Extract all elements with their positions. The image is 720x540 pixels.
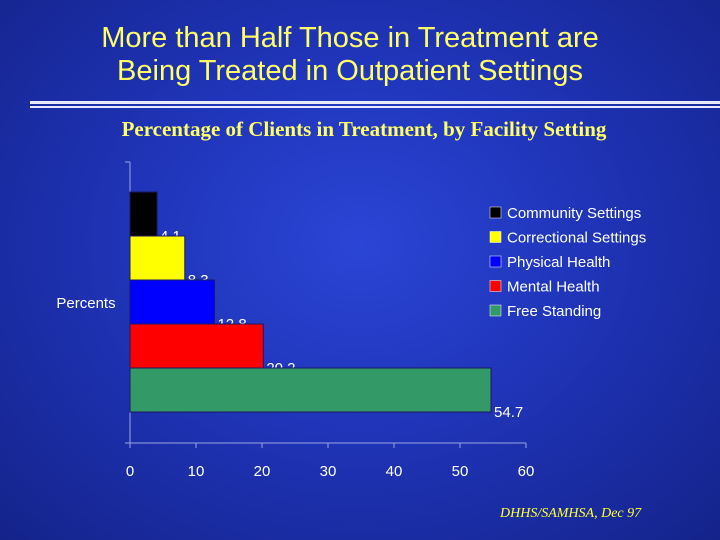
title-divider-bottom (30, 106, 720, 108)
y-axis-label: Percents (56, 295, 115, 312)
bar-correctional-settings (129, 235, 186, 281)
x-tick-label-2: 20 (254, 463, 271, 480)
legend-label-1: Correctional Settings (507, 230, 646, 247)
legend-label-3: Mental Health (507, 279, 600, 296)
chart-title: Percentage of Clients in Treatment, by F… (121, 117, 607, 141)
legend-swatch-2 (489, 255, 502, 268)
slide-title: More than Half Those in Treatment are Be… (0, 22, 700, 88)
x-tick-label-3: 30 (320, 463, 337, 480)
bar-community-settings (129, 191, 158, 237)
legend-swatch-3 (489, 280, 502, 292)
legend-label-2: Physical Health (507, 254, 610, 271)
legend-label-0: Community Settings (507, 205, 641, 222)
x-tick-label-0: 0 (126, 463, 134, 480)
title-line-1: More than Half Those in Treatment are (101, 22, 599, 54)
title-divider-top (30, 101, 720, 104)
bar-free-standing (129, 367, 492, 413)
title-line-2: Being Treated in Outpatient Settings (117, 55, 583, 87)
data-label-4: 54.7 (494, 404, 523, 421)
legend-label-4: Free Standing (507, 303, 601, 320)
x-tick-label-6: 60 (518, 463, 535, 480)
bar-physical-health (129, 279, 215, 325)
bar-mental-health (129, 323, 264, 369)
x-tick-label-1: 10 (188, 463, 205, 480)
legend-swatch-1 (489, 231, 502, 243)
legend-swatch-4 (489, 304, 502, 317)
x-tick-label-4: 40 (386, 463, 403, 480)
x-tick-label-5: 50 (452, 463, 469, 480)
source-credit: DHHS/SAMHSA, Dec 97 (500, 506, 642, 521)
legend-swatch-0 (489, 206, 502, 219)
